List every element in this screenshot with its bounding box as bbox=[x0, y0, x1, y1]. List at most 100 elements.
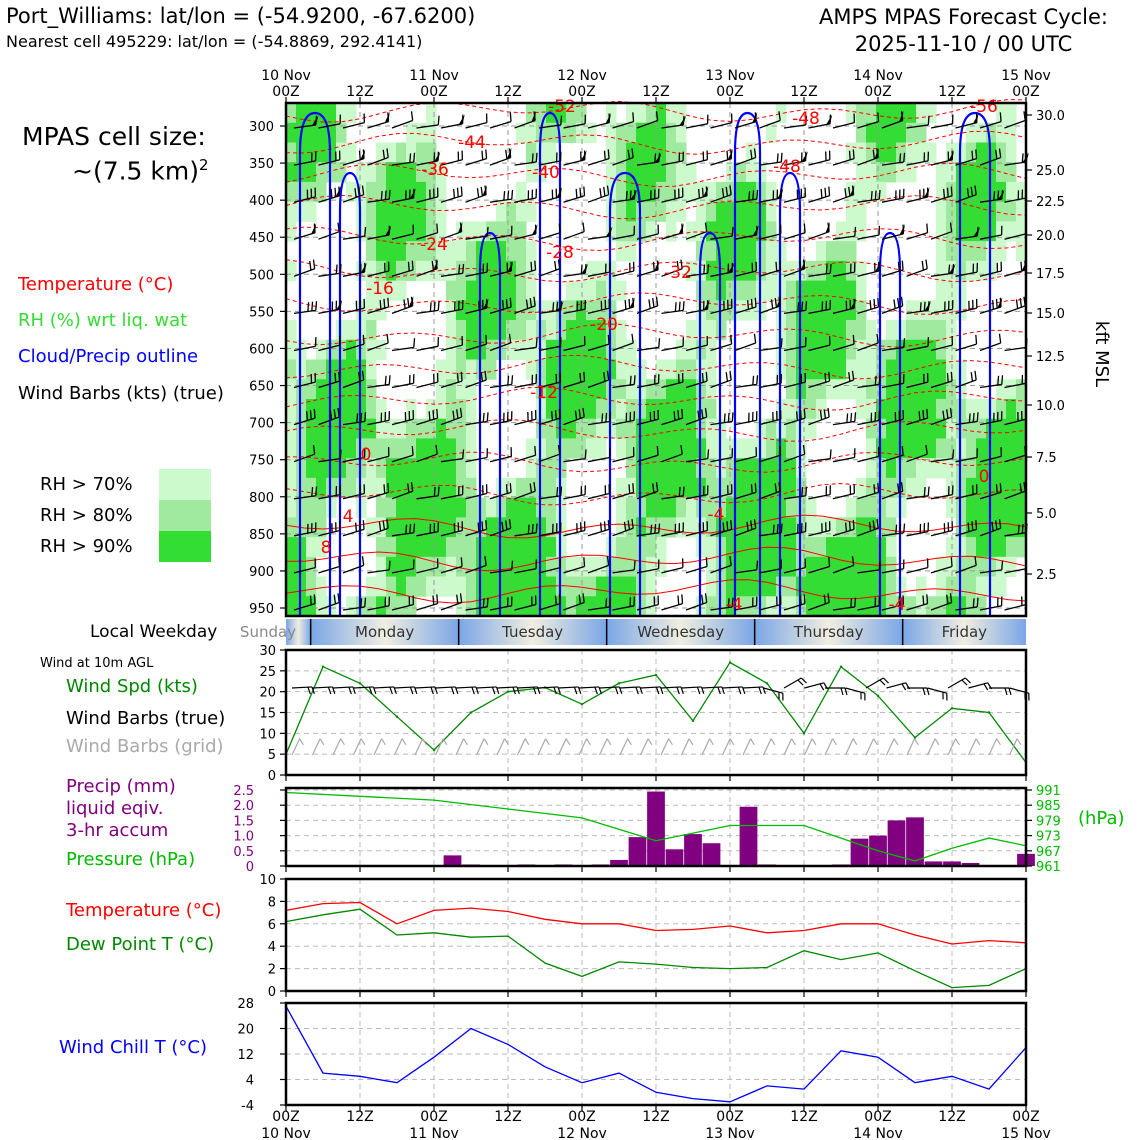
wind-barb bbox=[857, 483, 880, 500]
wind-barb-feather bbox=[877, 112, 880, 122]
wind-barb-feather bbox=[652, 261, 655, 272]
wind-barb-feather bbox=[873, 738, 878, 746]
top-date-label: 13 Nov bbox=[705, 68, 755, 84]
wind-barb-staff bbox=[930, 344, 953, 352]
wind-barb-staff bbox=[563, 123, 586, 129]
wind-barb-grid bbox=[557, 738, 571, 756]
wind-barb-feather bbox=[951, 335, 953, 346]
wind-barb bbox=[342, 370, 365, 389]
wind-barb bbox=[734, 189, 759, 203]
wind-barb-10m bbox=[496, 686, 520, 695]
rh-cell bbox=[796, 477, 807, 499]
wind-barb-feather bbox=[970, 186, 974, 197]
wind-barb bbox=[832, 370, 855, 389]
rh-cell bbox=[1006, 162, 1017, 183]
rh-cell bbox=[316, 379, 327, 400]
rh-cell bbox=[766, 260, 777, 282]
rh-cell bbox=[776, 103, 787, 124]
pressure-tick-label: 700 bbox=[249, 417, 274, 432]
wind-barb-feather bbox=[874, 190, 877, 200]
rh-cell bbox=[706, 181, 717, 203]
rh-cell bbox=[466, 537, 477, 558]
wind-barb-feather bbox=[552, 523, 554, 534]
wind-barb-feather bbox=[797, 302, 800, 312]
wind-barb-feather bbox=[313, 594, 316, 604]
wind-barb-feather bbox=[801, 152, 803, 162]
rh-cell bbox=[926, 379, 937, 400]
rh-cell bbox=[666, 418, 677, 439]
wind-barb-feather bbox=[383, 298, 386, 309]
wind-barb-feather bbox=[897, 483, 900, 493]
rh-cell bbox=[436, 221, 447, 242]
wind-barb-feather bbox=[505, 149, 508, 160]
rh-cell bbox=[616, 162, 627, 183]
wind-barb-feather bbox=[872, 520, 876, 530]
rh-cell bbox=[346, 339, 357, 360]
wind-barb-feather bbox=[608, 448, 611, 458]
rh-cell bbox=[836, 517, 847, 538]
wind-barb-feather bbox=[574, 410, 578, 420]
wind-barb-staff bbox=[414, 738, 424, 756]
wind-barb-feather bbox=[405, 190, 407, 200]
wind-barb-feather bbox=[919, 189, 921, 199]
rh-cell bbox=[626, 438, 637, 459]
rh-cell bbox=[746, 438, 757, 459]
rh-cell bbox=[376, 339, 387, 360]
wind-barb-staff bbox=[968, 682, 988, 689]
wind-barb-staff bbox=[342, 235, 365, 240]
wind-speed-point bbox=[765, 682, 769, 685]
wind-barb bbox=[612, 225, 635, 240]
wind-barb-feather bbox=[927, 115, 930, 125]
rh-cell bbox=[636, 517, 647, 538]
rh-cell bbox=[486, 556, 497, 578]
wind-barb-feather bbox=[902, 374, 905, 384]
rh-cell bbox=[396, 142, 407, 163]
wind-barb-staff bbox=[293, 345, 316, 352]
wind-barb-staff bbox=[808, 565, 830, 574]
rh-cell bbox=[906, 379, 917, 400]
rh-cell bbox=[306, 576, 317, 597]
wind-barb-feather bbox=[791, 738, 796, 746]
rh-cell bbox=[326, 122, 337, 143]
wind-barb bbox=[955, 334, 978, 352]
wind-barb-staff bbox=[563, 344, 586, 352]
rh-cell bbox=[506, 556, 517, 578]
rh-cell bbox=[466, 458, 477, 479]
rh-cell bbox=[906, 359, 917, 380]
rh-cell bbox=[526, 280, 537, 301]
wind-barb bbox=[538, 259, 561, 277]
wind-barb-feather bbox=[901, 260, 904, 270]
wind-barb bbox=[955, 597, 979, 611]
wind-barb bbox=[685, 299, 710, 315]
rh-cell bbox=[776, 398, 787, 420]
wind-barb-feather bbox=[750, 520, 753, 530]
wind-barb-feather bbox=[313, 408, 316, 419]
wind-barb bbox=[759, 559, 782, 574]
rh-cell bbox=[1016, 201, 1027, 222]
wind-barb-feather bbox=[461, 521, 463, 531]
wind-barb-feather bbox=[580, 486, 583, 496]
wind-barb-feather bbox=[653, 411, 656, 421]
rh-cell bbox=[896, 379, 907, 400]
rh-cell bbox=[1006, 181, 1017, 203]
wind-barb bbox=[979, 333, 1002, 352]
wind-barb bbox=[661, 337, 684, 352]
wind-barb bbox=[832, 484, 855, 500]
wind-barb-feather bbox=[948, 264, 951, 274]
rh-cell bbox=[526, 142, 537, 163]
wind-barb-feather bbox=[828, 521, 831, 531]
rh-cell bbox=[836, 576, 847, 597]
rh-cell bbox=[926, 596, 937, 617]
rh-cell bbox=[846, 517, 857, 538]
wind-barb-feather bbox=[551, 189, 554, 199]
wind-barb-staff bbox=[587, 343, 610, 352]
wind-barb bbox=[832, 556, 855, 574]
wind-barb-grid bbox=[680, 738, 694, 756]
wind-barb-feather bbox=[404, 411, 407, 422]
wind-barb-staff bbox=[293, 566, 316, 574]
wind-barb bbox=[293, 301, 318, 315]
rh-cell bbox=[946, 596, 957, 617]
rh-cell bbox=[576, 339, 587, 360]
wind-barb-staff bbox=[947, 677, 966, 689]
wind-barb bbox=[440, 557, 463, 574]
